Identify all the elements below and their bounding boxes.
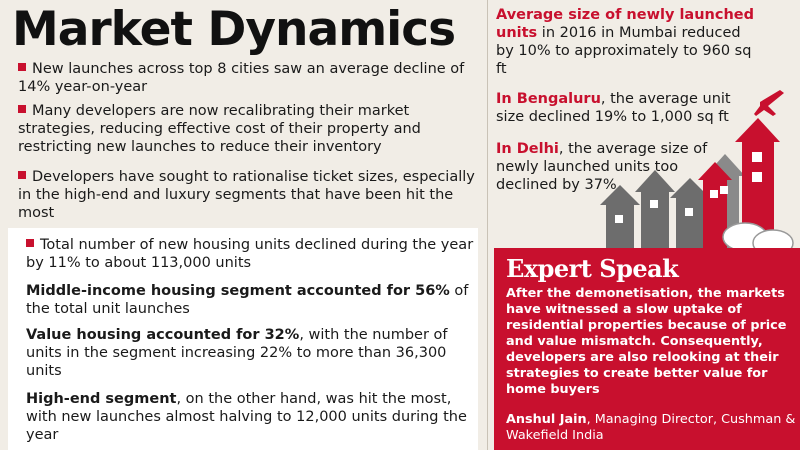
expert-author: Anshul Jain, Managing Director, Cushman …: [506, 412, 796, 444]
stats-panel: Total number of new housing units declin…: [8, 228, 478, 450]
city-mumbai-text: in 2016 in Mumbai reduced by 10% to appr…: [496, 25, 752, 77]
city-delhi-text: , the average size of newly launched uni…: [496, 141, 708, 193]
bullet-text: New launches across top 8 cities saw an …: [18, 61, 465, 95]
page-title: Market Dynamics: [12, 2, 456, 57]
city-delhi: In Delhi, the average size of newly laun…: [496, 140, 736, 194]
red-square-bullet-icon: [18, 63, 26, 71]
stat-value-housing: Value housing accounted for 32%, with th…: [26, 326, 482, 380]
stat-high-rest: , on the other hand, was hit the most, w…: [26, 391, 467, 443]
bullet-item: New launches across top 8 cities saw an …: [18, 60, 478, 96]
expert-speak-box: Expert Speak After the demonetisation, t…: [494, 248, 800, 450]
airplane-icon: [754, 90, 784, 116]
column-divider: [487, 0, 488, 450]
city-mumbai-highlight: Average size of newly launched units: [496, 7, 754, 41]
expert-quote: After the demonetisation, the markets ha…: [506, 286, 787, 397]
houses-illustration: [600, 90, 784, 250]
bullet-item: Developers have sought to rationalise ti…: [18, 168, 478, 222]
city-bengaluru-text: , the average unit size declined 19% to …: [496, 91, 731, 125]
bullet-item: Many developers are now recalibrating th…: [18, 102, 478, 156]
stat-value-bold: Value housing accounted for 32%: [26, 327, 300, 343]
bullet-text: Many developers are now recalibrating th…: [18, 103, 421, 155]
stat-total: Total number of new housing units declin…: [26, 236, 482, 272]
red-square-bullet-icon: [18, 171, 26, 179]
stat-total-text: Total number of new housing units declin…: [26, 237, 474, 271]
city-bengaluru-highlight: In Bengaluru: [496, 91, 601, 107]
city-delhi-highlight: In Delhi: [496, 141, 559, 157]
expert-author-name: Anshul Jain: [506, 412, 587, 427]
expert-author-role: , Managing Director, Cushman & Wakefield…: [506, 412, 796, 443]
red-square-bullet-icon: [18, 105, 26, 113]
stat-middle-rest: of the total unit launches: [26, 283, 469, 317]
city-mumbai: Average size of newly launched units in …: [496, 6, 756, 78]
stat-middle-bold: Middle-income housing segment accounted …: [26, 283, 450, 299]
bullet-text: Developers have sought to rationalise ti…: [18, 169, 475, 221]
stat-value-rest: , with the number of units in the segmen…: [26, 327, 448, 379]
expert-title: Expert Speak: [506, 254, 679, 283]
stat-high-bold: High-end segment: [26, 391, 177, 407]
left-column: Market Dynamics New launches across top …: [8, 2, 478, 450]
city-bengaluru: In Bengaluru, the average unit size decl…: [496, 90, 756, 126]
red-square-bullet-icon: [26, 239, 34, 247]
stat-high-end: High-end segment, on the other hand, was…: [26, 390, 482, 444]
stat-middle-income: Middle-income housing segment accounted …: [26, 282, 482, 318]
